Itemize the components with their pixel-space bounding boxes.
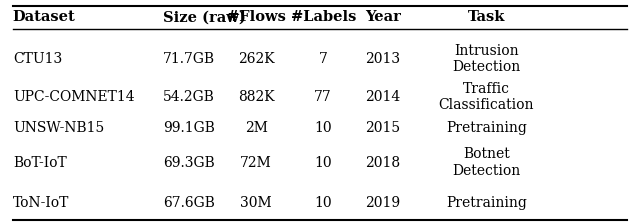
Text: 2018: 2018 — [365, 156, 400, 170]
Text: 2013: 2013 — [365, 52, 400, 66]
Text: 10: 10 — [314, 156, 332, 170]
Text: 2014: 2014 — [365, 90, 401, 104]
Text: BoT-IoT: BoT-IoT — [13, 156, 67, 170]
Text: 882K: 882K — [237, 90, 275, 104]
Text: 71.7GB: 71.7GB — [163, 52, 215, 66]
Text: Pretraining: Pretraining — [446, 196, 527, 210]
Text: 10: 10 — [314, 121, 332, 135]
Text: ToN-IoT: ToN-IoT — [13, 196, 69, 210]
Text: Pretraining: Pretraining — [446, 121, 527, 135]
Text: Traffic
Classification: Traffic Classification — [438, 82, 534, 112]
Text: 30M: 30M — [240, 196, 272, 210]
Text: UPC-COMNET14: UPC-COMNET14 — [13, 90, 134, 104]
Text: #Flows: #Flows — [227, 10, 285, 24]
Text: Task: Task — [468, 10, 505, 24]
Text: 2015: 2015 — [365, 121, 400, 135]
Text: 2019: 2019 — [365, 196, 400, 210]
Text: 7: 7 — [319, 52, 328, 66]
Text: Botnet
Detection: Botnet Detection — [452, 147, 520, 178]
Text: Size (raw): Size (raw) — [163, 10, 246, 24]
Text: CTU13: CTU13 — [13, 52, 62, 66]
Text: #Labels: #Labels — [291, 10, 356, 24]
Text: 72M: 72M — [240, 156, 272, 170]
Text: 2M: 2M — [244, 121, 268, 135]
Text: 69.3GB: 69.3GB — [163, 156, 215, 170]
Text: 54.2GB: 54.2GB — [163, 90, 215, 104]
Text: Dataset: Dataset — [13, 10, 76, 24]
Text: 262K: 262K — [237, 52, 275, 66]
Text: 10: 10 — [314, 196, 332, 210]
Text: 67.6GB: 67.6GB — [163, 196, 215, 210]
Text: 99.1GB: 99.1GB — [163, 121, 215, 135]
Text: Intrusion
Detection: Intrusion Detection — [452, 44, 520, 74]
Text: Year: Year — [365, 10, 401, 24]
Text: UNSW-NB15: UNSW-NB15 — [13, 121, 104, 135]
Text: 77: 77 — [314, 90, 332, 104]
